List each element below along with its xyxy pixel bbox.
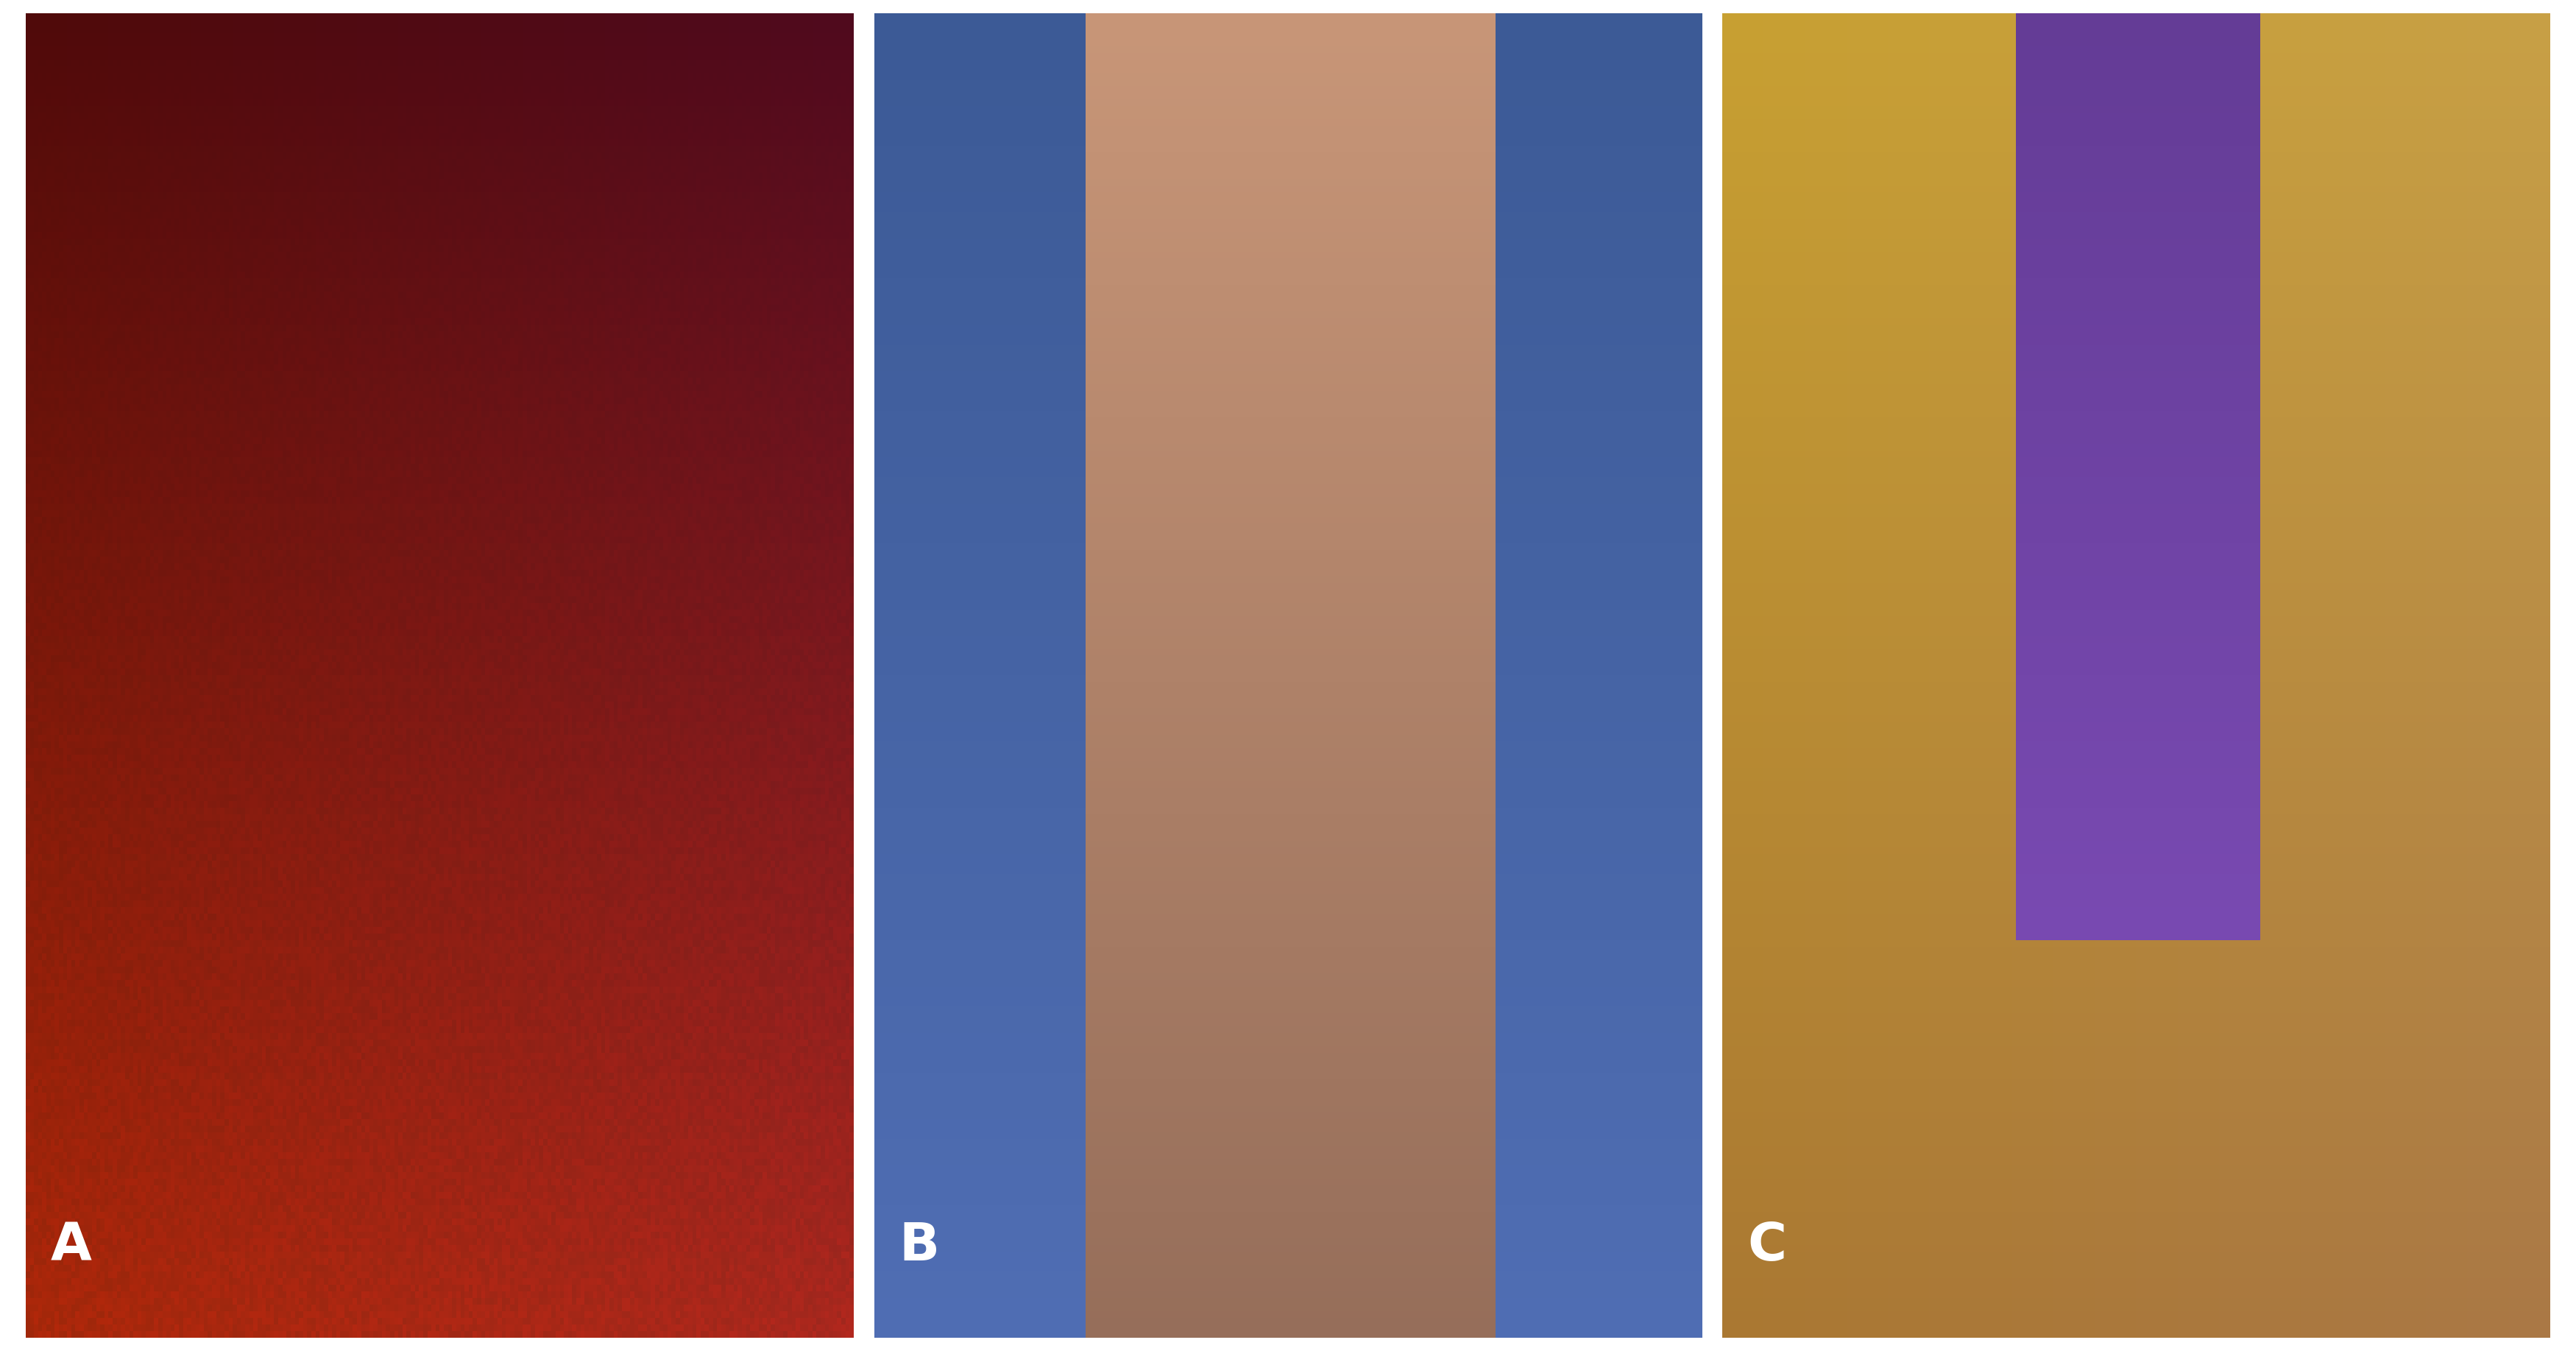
- Text: C: C: [1747, 1220, 1785, 1271]
- Text: A: A: [52, 1220, 93, 1271]
- Text: B: B: [899, 1220, 940, 1271]
